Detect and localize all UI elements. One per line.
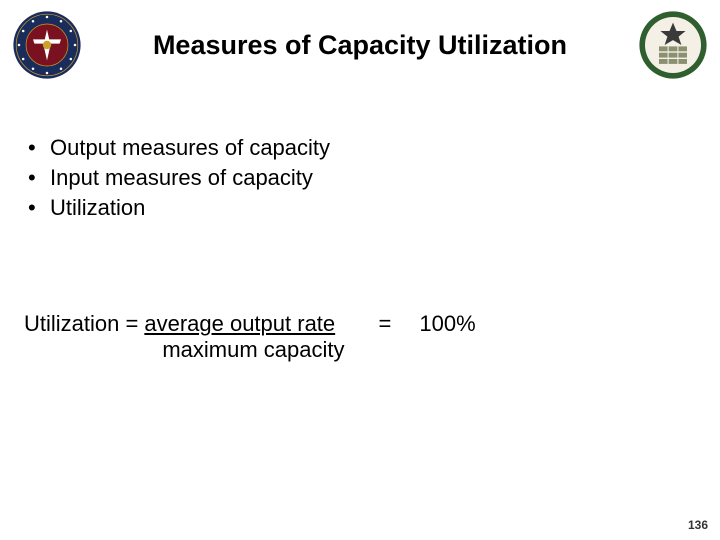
slide-title: Measures of Capacity Utilization: [82, 30, 638, 61]
seal-right-icon: [638, 10, 708, 80]
formula-denominator: maximum capacity: [144, 337, 344, 363]
formula-fraction: average output rate maximum capacity: [144, 311, 344, 363]
slide-content: Output measures of capacity Input measur…: [0, 80, 720, 363]
seal-left-icon: [12, 10, 82, 80]
bullet-item: Input measures of capacity: [24, 165, 696, 191]
formula-numerator: average output rate: [144, 311, 344, 337]
formula-equals: =: [379, 311, 392, 337]
page-number: 136: [688, 518, 708, 532]
formula-result: 100%: [419, 311, 475, 337]
bullet-item: Output measures of capacity: [24, 135, 696, 161]
formula-row: Utilization = average output rate maximu…: [24, 311, 696, 363]
slide-header: Measures of Capacity Utilization: [0, 0, 720, 80]
bullet-item: Utilization: [24, 195, 696, 221]
bullet-list: Output measures of capacity Input measur…: [24, 135, 696, 221]
formula-label: Utilization =: [24, 311, 138, 337]
